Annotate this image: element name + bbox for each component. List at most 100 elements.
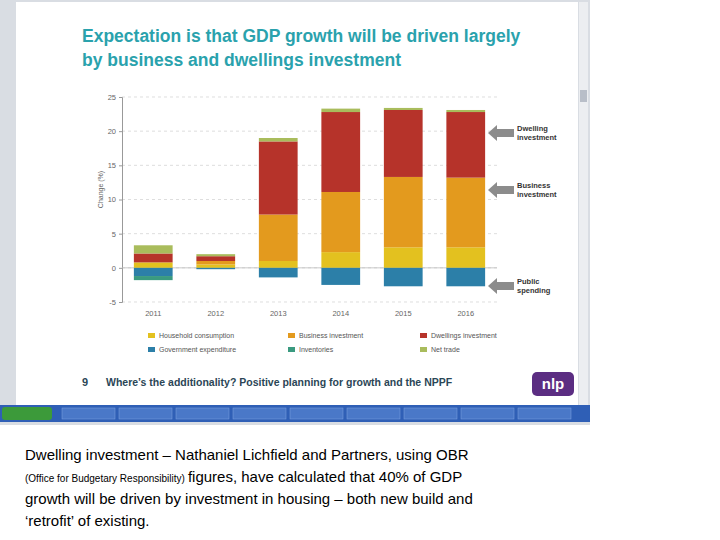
x-tick: 2011	[145, 302, 161, 318]
bar-segment	[259, 261, 298, 268]
x-tick: 2013	[270, 302, 287, 318]
y-tick-mark	[119, 165, 122, 166]
legend-swatch	[288, 347, 295, 352]
y-tick-mark	[119, 302, 122, 303]
y-tick: 20	[108, 127, 122, 136]
grid-line	[122, 131, 497, 132]
y-tick-mark	[119, 131, 122, 132]
screen-frame	[0, 0, 590, 425]
legend-label: Government expenditure	[159, 346, 236, 354]
x-tick-label: 2012	[207, 309, 224, 318]
taskbar-window	[233, 408, 286, 419]
x-tick-label: 2015	[395, 309, 412, 318]
legend-label: Business investment	[299, 332, 363, 339]
bar-segment	[259, 215, 298, 261]
bar-segment	[321, 109, 360, 112]
legend-swatch	[148, 333, 155, 338]
taskbar	[0, 405, 590, 422]
taskbar-window	[347, 408, 400, 419]
bar-segment	[196, 254, 235, 256]
y-tick-mark	[119, 268, 122, 269]
y-tick: 0	[112, 264, 122, 273]
footer-text: Where’s the additionality? Positive plan…	[106, 376, 453, 388]
x-tick: 2016	[457, 302, 474, 318]
bar-segment	[446, 247, 485, 267]
y-tick-mark	[119, 200, 122, 201]
page: Expectation is that GDP growth will be d…	[0, 0, 720, 540]
y-tick: 10	[108, 195, 122, 204]
bar-segment	[196, 267, 235, 268]
series	[134, 110, 485, 262]
bar-segment	[446, 268, 485, 286]
grid-line	[122, 302, 497, 303]
legend-label: Dwellings investment	[431, 332, 497, 340]
y-tick-label: 20	[108, 127, 116, 136]
bar-segment	[321, 267, 360, 268]
start-button	[2, 407, 52, 420]
bar-segment	[321, 268, 360, 285]
bar-segment	[196, 256, 235, 261]
legend: Household consumption Business investment…	[148, 332, 497, 354]
caption-line: figures, have calculated that 40% of GDP	[188, 468, 462, 485]
caption-line: ‘retrofit’ of existing.	[25, 512, 150, 529]
bar-segment	[196, 264, 235, 267]
y-tick-label: 5	[112, 230, 116, 239]
taskbar-window	[176, 408, 229, 419]
series	[134, 276, 173, 280]
x-axis: 2011 2012 2013 2014 2015 2016	[123, 302, 498, 318]
legend-label: Household consumption	[159, 332, 234, 340]
caption: Dwelling investment – Nathaniel Lichfiel…	[25, 446, 473, 529]
bar-segment	[134, 245, 173, 253]
bar-segment	[134, 253, 173, 262]
bar-segment	[384, 110, 423, 177]
bar-segment	[446, 267, 485, 268]
bar-segment	[446, 110, 485, 112]
annotation-label: Publicspending	[517, 277, 551, 295]
bar-segment	[384, 177, 423, 247]
bar-segment	[196, 268, 235, 269]
bar-segment	[446, 178, 485, 248]
taskbar-window	[62, 408, 115, 419]
annotation-label: Dwellinginvestment	[517, 124, 557, 142]
bar-segment	[321, 112, 360, 192]
grid-line	[122, 199, 497, 200]
y-tick-mark	[119, 234, 122, 235]
annotation-arrow	[488, 182, 514, 198]
chart-title: Expectation is that GDP growth will be d…	[82, 26, 521, 70]
logo-box	[532, 372, 574, 396]
annotation-arrow	[488, 125, 514, 141]
annotation-arrow	[488, 278, 514, 294]
legend-swatch	[148, 347, 155, 352]
y-tick-mark	[119, 97, 122, 98]
bar-segment	[259, 268, 298, 278]
grid-line	[122, 97, 497, 98]
caption-small: (Office for Budgetary Responsibility)	[25, 473, 185, 484]
bar-segment	[446, 112, 485, 178]
series	[134, 108, 485, 256]
y-tick-label: 25	[108, 93, 116, 102]
page-number: 9	[82, 376, 88, 388]
grid-line	[122, 233, 497, 234]
y-axis: -50510152025	[108, 93, 123, 307]
y-tick: 15	[108, 161, 122, 170]
taskbar-window	[290, 408, 343, 419]
x-tick: 2014	[332, 302, 349, 318]
bar-segment	[321, 192, 360, 252]
scrollbar-thumb	[580, 90, 587, 102]
bar-segment	[384, 108, 423, 110]
bar-segment	[384, 268, 423, 286]
zero-line	[122, 267, 497, 268]
x-tick: 2012	[207, 302, 224, 318]
legend-label: Inventories	[299, 346, 334, 353]
bars	[134, 108, 485, 286]
y-axis-line	[119, 98, 123, 303]
taskbar-window	[461, 408, 514, 419]
caption-line: growth will be driven by investment in h…	[25, 490, 473, 507]
grid-line	[122, 267, 497, 268]
caption-line: Dwelling investment – Nathaniel Lichfiel…	[25, 446, 469, 463]
series	[134, 268, 485, 286]
x-tick-label: 2013	[270, 309, 287, 318]
y-tick: 5	[112, 230, 122, 239]
taskbar-window	[404, 408, 457, 419]
taskbar-window	[518, 408, 571, 419]
